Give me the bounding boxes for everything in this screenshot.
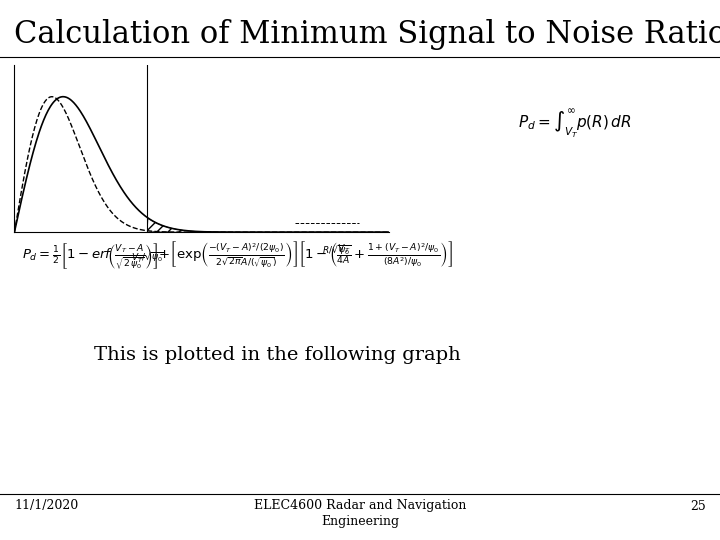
Text: Calculation of Minimum Signal to Noise Ratio: Calculation of Minimum Signal to Noise R…	[14, 19, 720, 50]
Text: 11/1/2020: 11/1/2020	[14, 500, 78, 512]
Text: This is plotted in the following graph: This is plotted in the following graph	[94, 346, 460, 363]
Text: $V_T/\sqrt{\psi_0}$: $V_T/\sqrt{\psi_0}$	[130, 251, 164, 265]
Text: $R/\sqrt{\psi_0}$: $R/\sqrt{\psi_0}$	[322, 244, 351, 257]
Text: ELEC4600 Radar and Navigation
Engineering: ELEC4600 Radar and Navigation Engineerin…	[254, 500, 466, 528]
Text: $P_d = \frac{1}{2}\left[1 - erf\!\left(\frac{V_T - A}{\sqrt{2\,\psi_0}}\right)\r: $P_d = \frac{1}{2}\left[1 - erf\!\left(\…	[22, 240, 453, 272]
Text: $P_d = \int_{V_T}^{\infty} p(R)\,dR$: $P_d = \int_{V_T}^{\infty} p(R)\,dR$	[518, 107, 632, 141]
Text: 25: 25	[690, 500, 706, 512]
